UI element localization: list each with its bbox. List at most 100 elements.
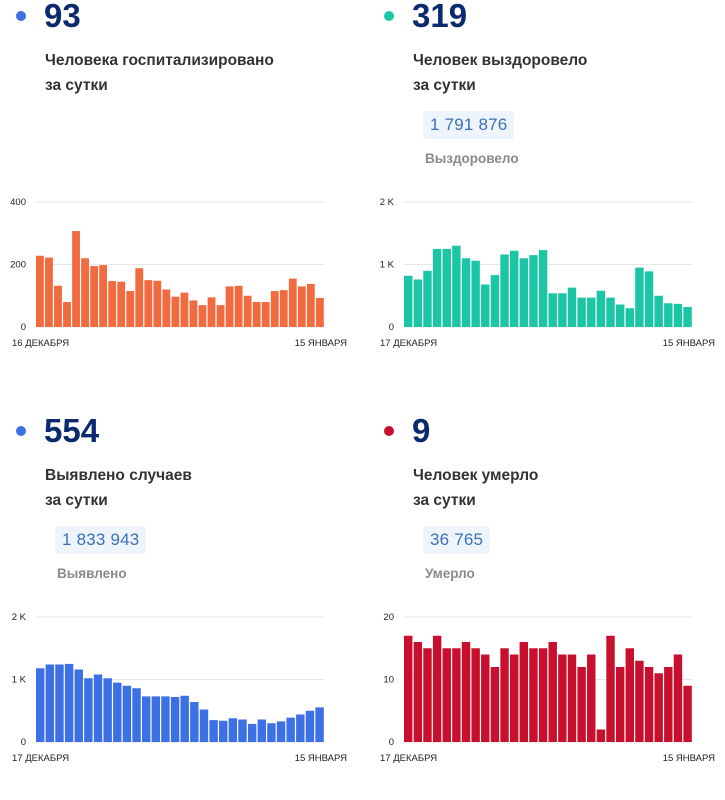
bar: [288, 278, 297, 327]
bar: [471, 260, 480, 327]
bar: [432, 635, 442, 742]
bar: [74, 669, 83, 742]
hospitalized-chart: 0 200 400 16 ДЕКАБРЯ 15 ЯНВАРЯ: [10, 197, 347, 349]
bar: [625, 648, 634, 742]
bar: [500, 648, 509, 742]
headline: 9: [384, 409, 430, 453]
bar: [45, 664, 55, 742]
bar: [461, 642, 471, 742]
bar: [276, 721, 286, 742]
bar: [509, 250, 519, 327]
bar: [635, 660, 644, 742]
bar: [423, 648, 432, 742]
bar: [81, 258, 89, 327]
bar: [141, 696, 151, 742]
bar: [404, 635, 413, 742]
bar: [190, 702, 199, 742]
bar: [490, 667, 500, 742]
daily-value: 554: [44, 412, 100, 449]
bar: [113, 682, 122, 742]
bar: [558, 293, 567, 327]
bar: [180, 292, 189, 327]
bar: [500, 254, 509, 327]
bar: [644, 271, 654, 327]
died-chart: 0 10 20 17 ДЕКАБРЯ 15 ЯНВАРЯ: [380, 612, 715, 764]
bar: [267, 723, 276, 742]
panel-hospitalized: 93 Человека госпитализировано за сутки 0…: [0, 0, 362, 385]
y-tick-label: 1 K: [380, 260, 395, 271]
bar: [452, 245, 461, 327]
y-tick-label: 2 K: [12, 612, 27, 623]
bar: [442, 248, 451, 327]
bar: [151, 696, 161, 742]
bar: [606, 635, 615, 742]
bar: [189, 300, 198, 327]
bar: [315, 297, 324, 327]
bar: [207, 297, 216, 327]
bar: [567, 654, 577, 742]
bar: [481, 284, 490, 327]
bar: [577, 297, 586, 327]
bar: [122, 685, 132, 742]
daily-value: 9: [412, 412, 431, 449]
bar: [673, 303, 683, 327]
description: Человека госпитализировано за сутки: [45, 52, 274, 94]
bar: [132, 688, 141, 742]
bar: [117, 281, 126, 327]
bar: [90, 266, 99, 327]
bar: [413, 642, 423, 742]
bar: [644, 667, 654, 742]
x-end-label: 15 ЯНВАРЯ: [295, 753, 347, 764]
bar: [36, 255, 44, 327]
x-start-label: 17 ДЕКАБРЯ: [12, 753, 69, 764]
panel-detected: 554 Выявлено случаев за сутки 1 833 943 …: [0, 412, 362, 800]
bar: [36, 668, 45, 742]
bar: [596, 729, 606, 742]
bar: [615, 667, 625, 742]
bar: [93, 674, 103, 742]
bar: [471, 648, 480, 742]
bar: [606, 297, 615, 327]
bar: [683, 685, 692, 742]
y-tick-label: 10: [383, 675, 394, 686]
bar: [261, 302, 270, 327]
bar: [144, 280, 153, 327]
bar: [538, 250, 548, 327]
bar: [519, 258, 529, 327]
y-tick-label: 0: [21, 737, 26, 748]
bar: [558, 654, 567, 742]
bar: [587, 654, 596, 742]
total-value: 1 833 943: [55, 526, 147, 554]
bar: [54, 285, 62, 327]
bar: [199, 709, 209, 742]
x-end-label: 15 ЯНВАРЯ: [295, 338, 347, 349]
bar: [461, 258, 471, 327]
bar: [615, 304, 625, 327]
bar: [55, 664, 64, 742]
bar: [225, 286, 234, 327]
bar: [529, 255, 538, 327]
x-end-label: 15 ЯНВАРЯ: [663, 753, 715, 764]
bar: [664, 667, 673, 742]
bar: [587, 297, 596, 327]
y-tick-label: 200: [10, 260, 26, 271]
y-tick-label: 0: [21, 322, 26, 333]
bar: [297, 286, 306, 327]
bar: [103, 678, 112, 742]
bar: [442, 648, 451, 742]
headline: 554: [16, 409, 99, 453]
bar: [664, 303, 673, 327]
bar: [238, 719, 247, 742]
bar: [72, 231, 80, 327]
panel-died: 9 Человек умерло за сутки 36 765 Умерло …: [368, 412, 725, 800]
bar: [452, 648, 461, 742]
bar: [153, 280, 162, 327]
bar: [423, 270, 432, 327]
bar: [247, 723, 257, 742]
bar: [209, 720, 218, 742]
bar: [305, 710, 315, 742]
bar: [219, 720, 228, 742]
bar: [577, 667, 586, 742]
bar: [625, 308, 634, 327]
bar: [216, 305, 225, 327]
